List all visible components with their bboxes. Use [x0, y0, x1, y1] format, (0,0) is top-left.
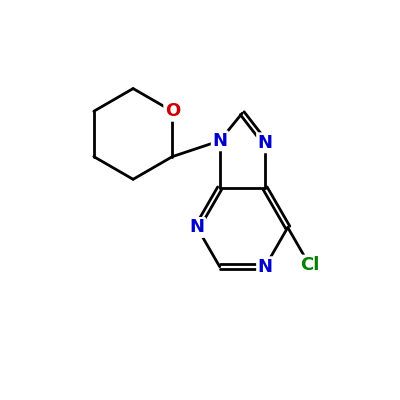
Text: N: N — [258, 134, 272, 152]
Text: N: N — [190, 218, 204, 236]
Text: O: O — [165, 102, 180, 120]
Text: N: N — [258, 258, 272, 276]
Text: N: N — [212, 132, 227, 150]
Text: Cl: Cl — [300, 256, 319, 274]
